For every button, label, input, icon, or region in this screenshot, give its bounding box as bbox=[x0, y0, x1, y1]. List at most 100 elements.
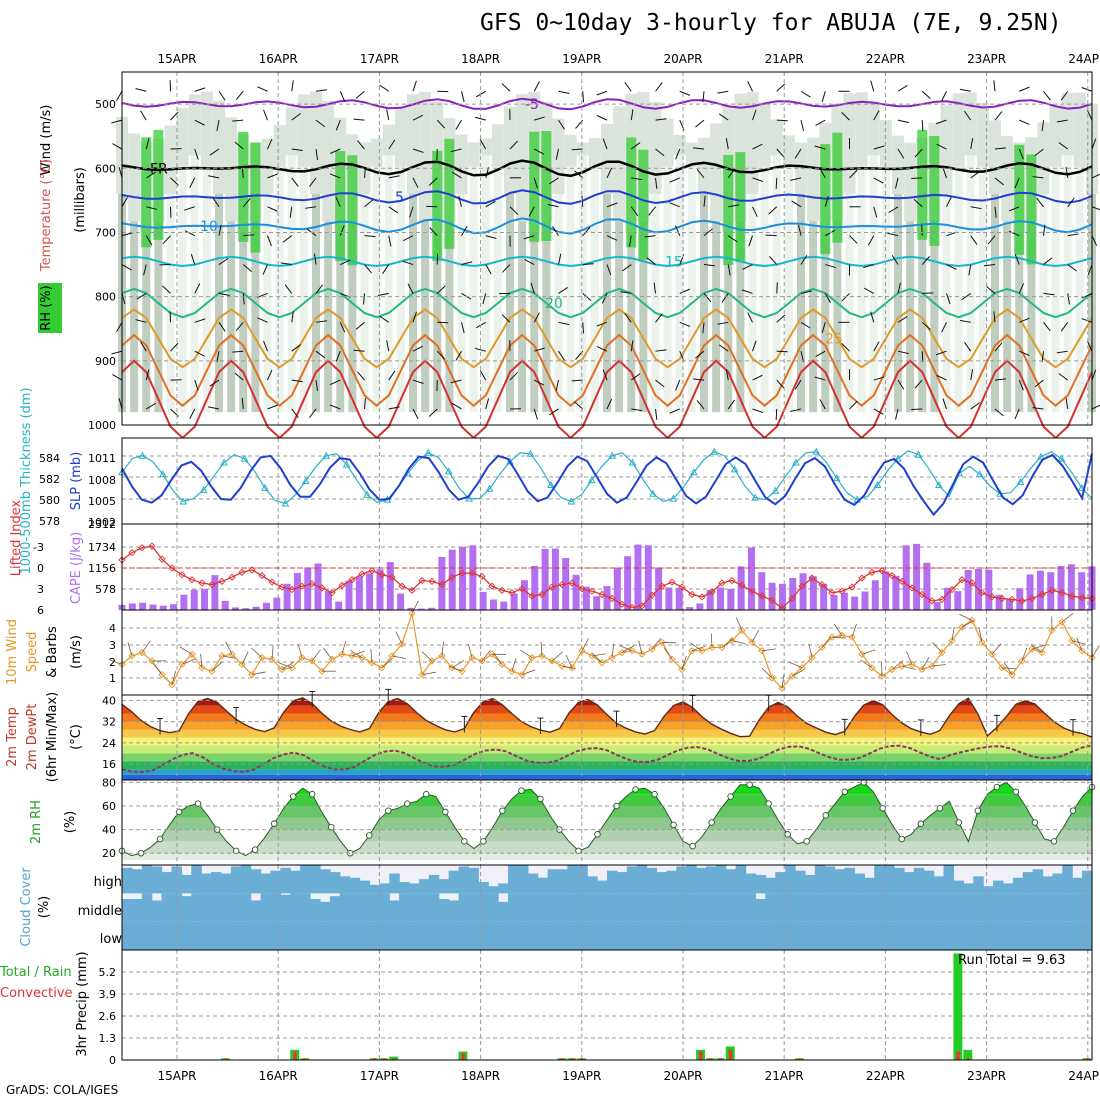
cloud-bar bbox=[778, 921, 789, 950]
cape-bar bbox=[809, 576, 817, 610]
wind-barb-10m bbox=[1061, 612, 1074, 623]
cloud-bar bbox=[406, 921, 417, 950]
precip-convective-bar bbox=[1085, 1058, 1089, 1060]
cape-bar bbox=[902, 545, 910, 610]
lifted-index-tick-label: 0 bbox=[37, 562, 44, 575]
wind-barb-10m bbox=[451, 660, 465, 669]
cloud-bar bbox=[201, 873, 212, 894]
cloud-bar bbox=[854, 893, 865, 922]
wind-speed-marker bbox=[738, 626, 746, 635]
wind-barb bbox=[646, 257, 656, 265]
wind-barb bbox=[485, 200, 496, 208]
rh-marker bbox=[480, 838, 487, 845]
wind-barb bbox=[121, 197, 128, 208]
cloud-bar bbox=[1052, 921, 1064, 950]
cape-bar bbox=[913, 543, 921, 610]
wind-barb bbox=[1034, 379, 1044, 388]
cloud-bar bbox=[1013, 921, 1025, 950]
cloud-bar bbox=[327, 921, 339, 950]
wind-barb bbox=[679, 288, 691, 294]
wind-barb bbox=[184, 230, 195, 237]
wind-barb bbox=[436, 119, 446, 129]
rh-marker bbox=[499, 807, 506, 814]
cape-bar bbox=[778, 583, 786, 610]
cloud-bar bbox=[765, 877, 776, 894]
cloud-bar bbox=[587, 893, 598, 922]
rh-ylabel-1: 2m RH bbox=[29, 800, 44, 844]
wind-barb bbox=[800, 90, 811, 98]
wind-barb bbox=[897, 350, 909, 355]
wind-barb bbox=[1041, 351, 1044, 363]
rh-shade-light bbox=[989, 120, 1001, 194]
wind-ylabel-2: Speed bbox=[25, 632, 40, 673]
cloud-bar bbox=[1062, 865, 1073, 894]
wind-barb-10m bbox=[421, 651, 433, 662]
wind-barb bbox=[702, 91, 705, 103]
wind-barb bbox=[1091, 173, 1100, 179]
rh-shade-light bbox=[964, 92, 977, 156]
rh-shade-light bbox=[370, 138, 383, 167]
lifted-index-marker bbox=[938, 595, 946, 603]
cloud-bar bbox=[1052, 873, 1063, 894]
rh-shade-band bbox=[700, 193, 708, 413]
cloud-bar bbox=[527, 893, 539, 922]
cloud-bar bbox=[468, 867, 479, 894]
wind-barb bbox=[533, 312, 540, 323]
wind-barb bbox=[655, 408, 658, 420]
cape-bar bbox=[159, 605, 167, 610]
thickness-marker bbox=[240, 454, 249, 462]
isotherm-label: FR bbox=[150, 161, 168, 177]
slp-tick-label: 1005 bbox=[88, 495, 116, 508]
upper-air-ylabel-temp: Temperature (°C) bbox=[39, 159, 54, 272]
cloud-bar bbox=[983, 886, 994, 894]
rh-marker bbox=[461, 838, 468, 845]
rh-shade-green bbox=[529, 131, 540, 242]
wind-barb bbox=[170, 111, 179, 121]
cloud-bar bbox=[696, 867, 707, 894]
wind-barb bbox=[267, 235, 272, 247]
cloud-bar bbox=[847, 921, 858, 950]
thickness-marker bbox=[1016, 477, 1025, 486]
wind-barb bbox=[775, 177, 778, 189]
cloud-bar bbox=[1072, 893, 1083, 922]
temp-bands-group bbox=[122, 697, 1092, 780]
wind-barb bbox=[655, 82, 663, 92]
cape-bar bbox=[613, 567, 621, 610]
rh-shade-band bbox=[215, 193, 223, 413]
temp-band bbox=[122, 705, 1092, 714]
wind-barb bbox=[121, 264, 132, 271]
lifted-index-marker bbox=[178, 571, 186, 579]
cloud-bar bbox=[317, 921, 329, 950]
rh-marker bbox=[251, 846, 259, 853]
lifted-index-marker bbox=[928, 597, 936, 605]
rh-shade-light bbox=[479, 138, 492, 156]
cape-bar bbox=[1067, 564, 1075, 610]
wind-tick-label: 2 bbox=[109, 656, 116, 669]
wind-barb bbox=[116, 91, 123, 102]
rh-shade-light bbox=[892, 135, 904, 194]
lifted-index-marker bbox=[758, 592, 766, 600]
cloud-bar bbox=[729, 921, 740, 950]
wind-barb bbox=[794, 148, 802, 159]
lifted-index-marker bbox=[498, 586, 506, 594]
rh-shade-band bbox=[869, 155, 878, 413]
wind-barb bbox=[582, 91, 585, 103]
cloud-bar bbox=[894, 893, 905, 922]
wind-barb-10m bbox=[735, 617, 743, 631]
wind-barb bbox=[455, 350, 462, 361]
thickness-marker bbox=[669, 494, 678, 502]
cloud-bar bbox=[984, 921, 995, 950]
date-label-bottom: 21APR bbox=[765, 1069, 804, 1083]
wind-speed-marker bbox=[398, 640, 406, 648]
cloud-bar bbox=[567, 893, 578, 922]
wind-barb bbox=[747, 81, 753, 92]
wind-barb-10m bbox=[860, 659, 873, 669]
rh-tick-label: 80 bbox=[102, 776, 116, 789]
cape-bar bbox=[366, 573, 374, 610]
isotherm-label: -5 bbox=[525, 97, 539, 113]
wind-barb bbox=[870, 311, 875, 323]
wind-barb bbox=[412, 379, 424, 384]
lifted-index-marker bbox=[738, 581, 746, 590]
cloud-bar bbox=[567, 865, 578, 894]
wind-barb bbox=[482, 293, 487, 305]
